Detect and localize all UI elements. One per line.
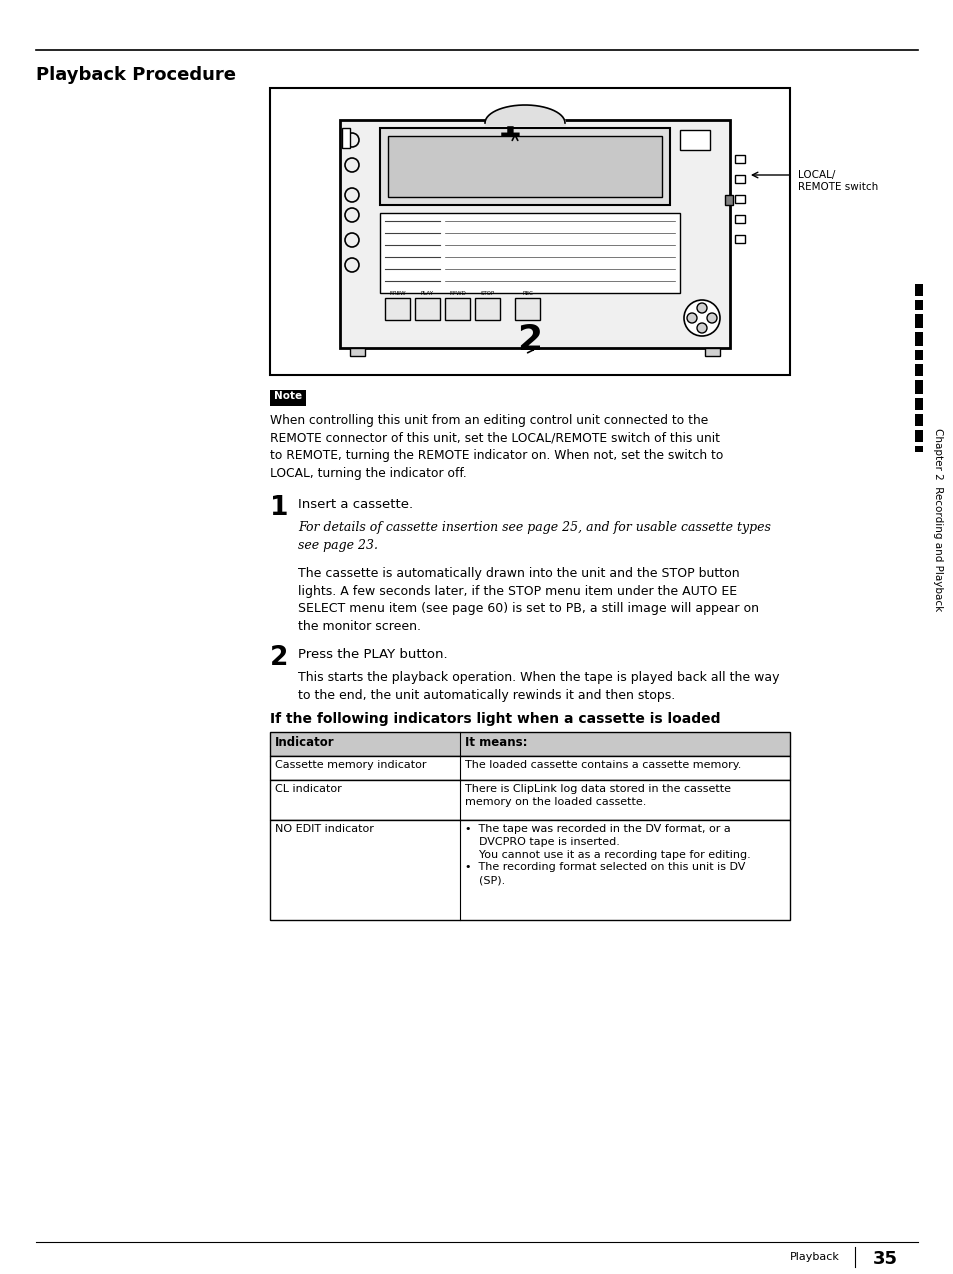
Bar — [914, 306, 923, 310]
Text: CL indicator: CL indicator — [274, 784, 341, 794]
Bar — [379, 213, 679, 293]
Bar — [415, 298, 439, 320]
Bar — [734, 234, 744, 243]
Bar — [339, 120, 729, 348]
Bar — [914, 422, 923, 426]
Text: 1: 1 — [270, 496, 288, 521]
Circle shape — [697, 324, 706, 333]
Bar — [914, 313, 923, 324]
Bar — [385, 298, 410, 320]
Text: F.REW: F.REW — [389, 290, 405, 296]
Bar — [914, 446, 923, 452]
Text: 2: 2 — [517, 324, 542, 357]
Text: Playback: Playback — [789, 1252, 839, 1263]
Text: The loaded cassette contains a cassette memory.: The loaded cassette contains a cassette … — [464, 761, 740, 769]
Bar — [388, 136, 661, 197]
Text: •  The tape was recorded in the DV format, or a
    DVCPRO tape is inserted.
   : • The tape was recorded in the DV format… — [464, 824, 750, 885]
Text: If the following indicators light when a cassette is loaded: If the following indicators light when a… — [270, 712, 720, 726]
Text: 35: 35 — [872, 1250, 897, 1268]
Bar — [270, 755, 789, 780]
Text: There is ClipLink log data stored in the cassette
memory on the loaded cassette.: There is ClipLink log data stored in the… — [464, 784, 730, 806]
Text: STOP: STOP — [480, 290, 494, 296]
Bar — [914, 333, 923, 340]
Bar — [914, 355, 923, 361]
Text: PLAY: PLAY — [420, 290, 434, 296]
Bar — [350, 348, 365, 355]
Bar — [914, 431, 923, 438]
Bar — [724, 195, 732, 205]
Text: The cassette is automatically drawn into the unit and the STOP button
lights. A : The cassette is automatically drawn into… — [297, 567, 759, 632]
Text: Insert a cassette.: Insert a cassette. — [297, 498, 413, 511]
Bar — [914, 292, 923, 296]
Bar — [515, 298, 539, 320]
Bar — [914, 397, 923, 404]
Bar — [914, 340, 923, 347]
Bar — [704, 348, 720, 355]
Bar — [270, 390, 306, 406]
Bar — [914, 364, 923, 372]
Bar — [914, 284, 923, 292]
Bar — [914, 350, 923, 355]
Bar — [444, 298, 470, 320]
Circle shape — [706, 313, 717, 324]
Bar — [734, 155, 744, 163]
Text: 1: 1 — [497, 110, 522, 144]
Text: Cassette memory indicator: Cassette memory indicator — [274, 761, 426, 769]
Text: LOCAL/
REMOTE switch: LOCAL/ REMOTE switch — [797, 169, 878, 191]
Text: F.FWD: F.FWD — [449, 290, 465, 296]
Circle shape — [697, 303, 706, 313]
Text: Chapter 2  Recording and Playback: Chapter 2 Recording and Playback — [932, 428, 942, 612]
Circle shape — [686, 313, 697, 324]
Text: NO EDIT indicator: NO EDIT indicator — [274, 824, 374, 834]
Bar — [734, 195, 744, 203]
Text: REC: REC — [521, 290, 533, 296]
Bar — [914, 372, 923, 376]
Bar — [379, 127, 669, 205]
Bar — [914, 324, 923, 327]
Bar — [341, 127, 350, 148]
Bar — [734, 175, 744, 183]
Bar — [270, 733, 789, 755]
Text: Indicator: Indicator — [274, 736, 335, 749]
Bar — [914, 380, 923, 390]
Bar — [914, 438, 923, 442]
Text: It means:: It means: — [464, 736, 527, 749]
Text: For details of cassette insertion see page 25, and for usable cassette types
see: For details of cassette insertion see pa… — [297, 521, 770, 552]
Text: Note: Note — [274, 391, 302, 401]
Text: This starts the playback operation. When the tape is played back all the way
to : This starts the playback operation. When… — [297, 671, 779, 702]
Circle shape — [683, 299, 720, 336]
Bar — [679, 130, 709, 150]
Text: 2: 2 — [270, 645, 288, 671]
Bar — [914, 404, 923, 410]
Text: Playback Procedure: Playback Procedure — [36, 66, 235, 84]
Text: Press the PLAY button.: Press the PLAY button. — [297, 648, 447, 661]
Bar — [734, 215, 744, 223]
Bar — [475, 298, 499, 320]
Text: When controlling this unit from an editing control unit connected to the
REMOTE : When controlling this unit from an editi… — [270, 414, 722, 479]
Bar — [270, 780, 789, 820]
Bar — [914, 414, 923, 422]
Bar — [270, 820, 789, 920]
Bar — [270, 88, 789, 375]
Bar — [914, 390, 923, 394]
Bar — [914, 299, 923, 306]
